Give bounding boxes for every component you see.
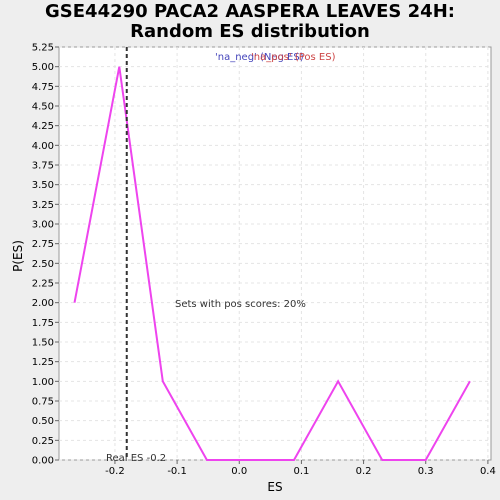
y-tick-label: 2.25: [32, 279, 54, 290]
x-axis: -0.2 -0.1 0.0 0.1 0.2 0.3 0.4: [105, 460, 496, 477]
y-tick-label: 5.25: [32, 43, 54, 54]
x-tick-label: -0.2: [105, 466, 125, 477]
y-tick-label: 1.75: [32, 318, 54, 329]
plot-area: [58, 46, 492, 461]
legend-pos-label: 'na_pos' (Pos ES): [251, 52, 336, 63]
y-tick-label: 3.00: [32, 220, 54, 231]
y-axis: 0.00 0.25 0.50 0.75 1.00 1.25 1.50 1.75 2.00 2.25…: [32, 43, 59, 467]
x-tick-label: 0.1: [293, 466, 309, 477]
y-tick-label: 0.00: [32, 456, 54, 467]
x-tick-label: 0.3: [418, 466, 434, 477]
chart-title-line-2: Random ES distribution: [130, 21, 370, 42]
y-tick-label: 5.00: [32, 62, 54, 73]
y-tick-label: 4.50: [32, 102, 54, 113]
y-tick-label: 1.00: [32, 377, 54, 388]
x-tick-label: 0.0: [231, 466, 247, 477]
y-tick-label: 1.25: [32, 357, 54, 368]
legend-neg-label: 'na_neg' (Neg ES): [215, 52, 304, 63]
x-tick-label: -0.1: [167, 466, 187, 477]
es-distribution-line: [73, 66, 471, 461]
chart-title-line-1: GSE44290 PACA2 AASPERA LEAVES 24H:: [45, 1, 455, 22]
x-axis-title: ES: [267, 480, 282, 494]
x-tick-label: 0.2: [356, 466, 372, 477]
y-tick-label: 3.75: [32, 161, 54, 172]
y-tick-label: 2.00: [32, 298, 54, 309]
y-tick-label: 3.50: [32, 180, 54, 191]
y-axis-title: P(ES): [11, 240, 25, 272]
y-tick-label: 2.50: [32, 259, 54, 270]
y-tick-label: 4.75: [32, 82, 54, 93]
y-tick-label: 0.25: [32, 436, 54, 447]
y-tick-label: 4.25: [32, 121, 54, 132]
pos-scores-annotation: Sets with pos scores: 20%: [175, 299, 306, 310]
x-tick-label: 0.4: [480, 466, 496, 477]
y-tick-label: 1.50: [32, 338, 54, 349]
chart-title: GSE44290 PACA2 AASPERA LEAVES 24H: Rando…: [0, 2, 500, 42]
y-tick-label: 0.50: [32, 416, 54, 427]
real-es-label: Real ES -0.2: [106, 453, 166, 464]
y-tick-label: 0.75: [32, 397, 54, 408]
chart-marks: Real ES -0.2: [73, 47, 471, 464]
grid-lines: [59, 46, 491, 461]
y-tick-label: 2.75: [32, 239, 54, 250]
y-tick-label: 3.25: [32, 200, 54, 211]
y-tick-label: 4.00: [32, 141, 54, 152]
